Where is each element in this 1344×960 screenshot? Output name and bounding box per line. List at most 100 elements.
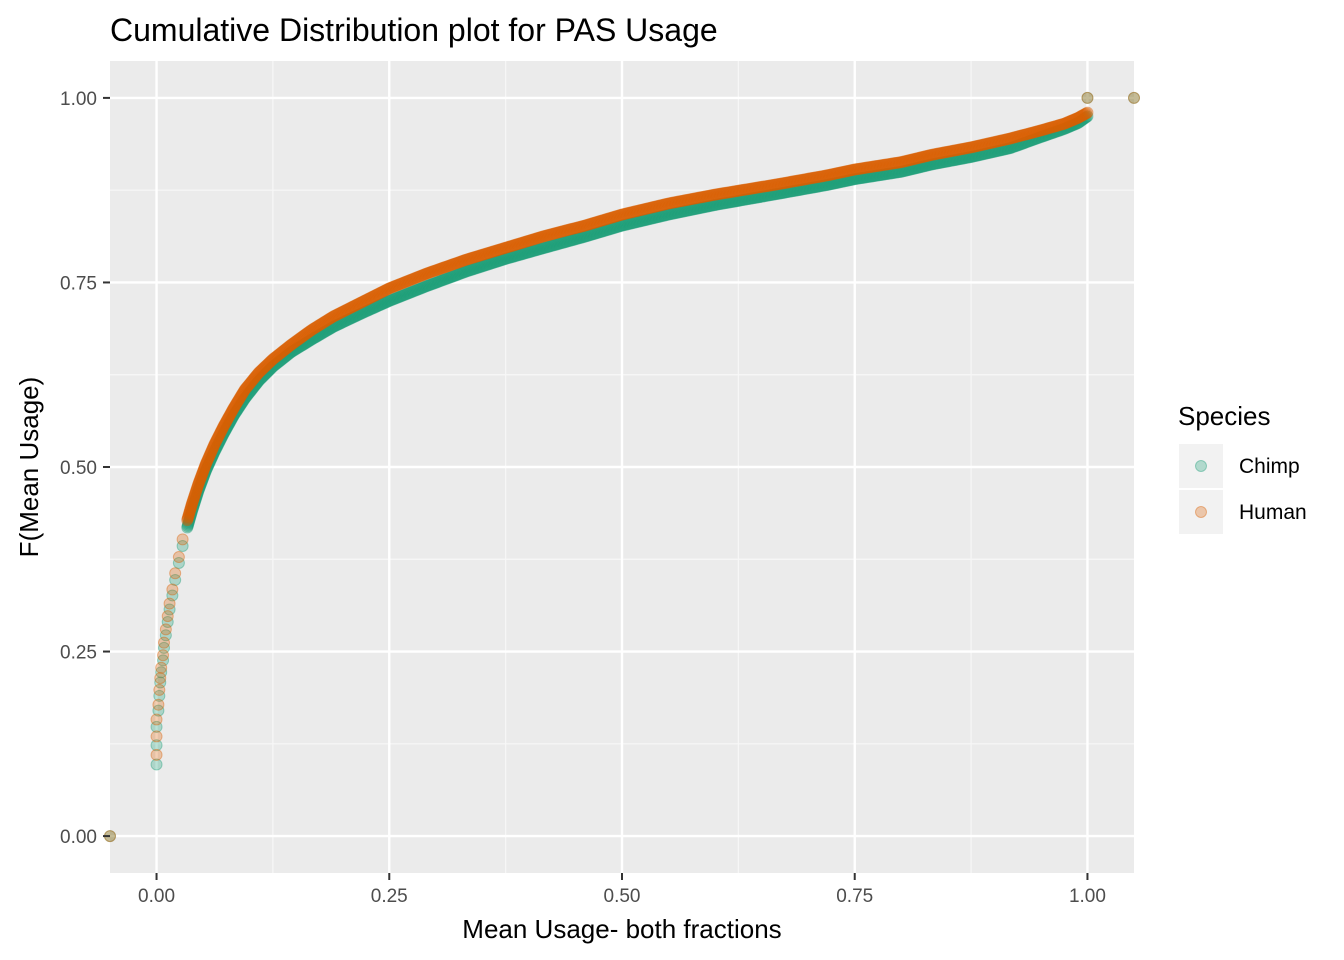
data-point <box>524 234 537 247</box>
data-point <box>848 163 861 176</box>
data-point <box>192 477 205 490</box>
data-point <box>720 196 733 209</box>
data-point <box>356 306 369 319</box>
data-point <box>509 238 522 251</box>
data-point <box>736 184 749 197</box>
data-point <box>804 172 817 185</box>
data-point <box>195 475 208 488</box>
legend-key <box>1179 444 1223 488</box>
data-point <box>704 199 717 212</box>
data-point <box>439 273 452 286</box>
data-point <box>189 487 202 500</box>
data-point <box>1023 135 1036 148</box>
data-point <box>758 190 771 203</box>
data-point <box>840 174 853 187</box>
data-point <box>748 191 761 204</box>
data-point <box>263 356 276 369</box>
data-point <box>252 375 265 388</box>
data-point <box>1077 108 1090 121</box>
data-point <box>603 212 616 225</box>
data-point <box>668 196 681 209</box>
data-point <box>181 521 194 534</box>
data-point <box>218 425 231 438</box>
data-point <box>423 266 436 279</box>
data-point <box>957 152 970 165</box>
data-point <box>199 466 212 479</box>
data-point <box>890 166 903 179</box>
data-point <box>450 256 463 269</box>
data-point <box>985 136 998 149</box>
data-point <box>398 288 411 301</box>
data-point <box>276 345 289 358</box>
data-point <box>452 256 465 269</box>
data-point <box>874 168 887 181</box>
data-point <box>475 248 488 261</box>
data-point <box>503 251 516 264</box>
data-point <box>991 135 1004 148</box>
data-point <box>278 351 291 364</box>
legend-item-chimp: Chimp <box>1179 444 1300 488</box>
data-point <box>1081 110 1094 123</box>
data-point <box>526 245 539 258</box>
y-tick-label: 0.75 <box>60 273 97 294</box>
data-point <box>850 163 863 176</box>
data-point <box>994 134 1007 147</box>
data-point <box>222 419 235 432</box>
data-point <box>777 177 790 190</box>
data-point <box>564 223 577 236</box>
data-point <box>190 483 203 496</box>
data-point <box>771 178 784 191</box>
data-point <box>390 292 403 305</box>
data-point <box>989 145 1002 158</box>
data-point <box>157 649 170 662</box>
data-point <box>417 268 430 281</box>
data-point <box>1009 131 1022 144</box>
data-point <box>335 316 348 329</box>
data-point <box>837 165 850 178</box>
x-tick-label: 0.00 <box>138 886 175 907</box>
data-point <box>197 470 210 483</box>
data-point <box>218 419 231 432</box>
data-point <box>983 137 996 150</box>
data-point <box>678 205 691 218</box>
data-point <box>352 297 365 310</box>
data-point <box>205 451 218 464</box>
data-point <box>893 156 906 169</box>
data-point <box>774 177 787 190</box>
data-point <box>159 629 172 642</box>
data-point <box>229 406 242 419</box>
data-point <box>537 230 550 243</box>
data-point <box>190 491 203 504</box>
data-point <box>442 259 455 272</box>
data-point <box>212 438 225 451</box>
data-point <box>761 189 774 202</box>
data-point <box>580 230 593 243</box>
data-point <box>629 205 642 218</box>
data-point <box>527 244 540 257</box>
data-point <box>480 247 493 260</box>
data-point <box>730 195 743 208</box>
data-point <box>203 456 216 469</box>
data-point <box>843 164 856 177</box>
data-point <box>930 157 943 170</box>
data-point <box>523 234 536 247</box>
data-point <box>976 138 989 151</box>
data-point <box>912 161 925 174</box>
data-point <box>373 299 386 312</box>
data-point <box>226 404 239 417</box>
data-point <box>192 483 205 496</box>
data-point <box>685 193 698 206</box>
data-point <box>358 306 371 319</box>
data-point <box>196 466 209 479</box>
data-point <box>1065 119 1078 132</box>
data-point <box>665 196 678 209</box>
data-point <box>722 196 735 209</box>
data-point <box>874 159 887 172</box>
data-point <box>771 187 784 200</box>
y-axis-title: F(Mean Usage) <box>14 377 44 558</box>
data-point <box>242 378 255 391</box>
data-point <box>270 350 283 363</box>
data-point <box>626 217 639 230</box>
data-point <box>386 293 399 306</box>
data-point <box>394 277 407 290</box>
